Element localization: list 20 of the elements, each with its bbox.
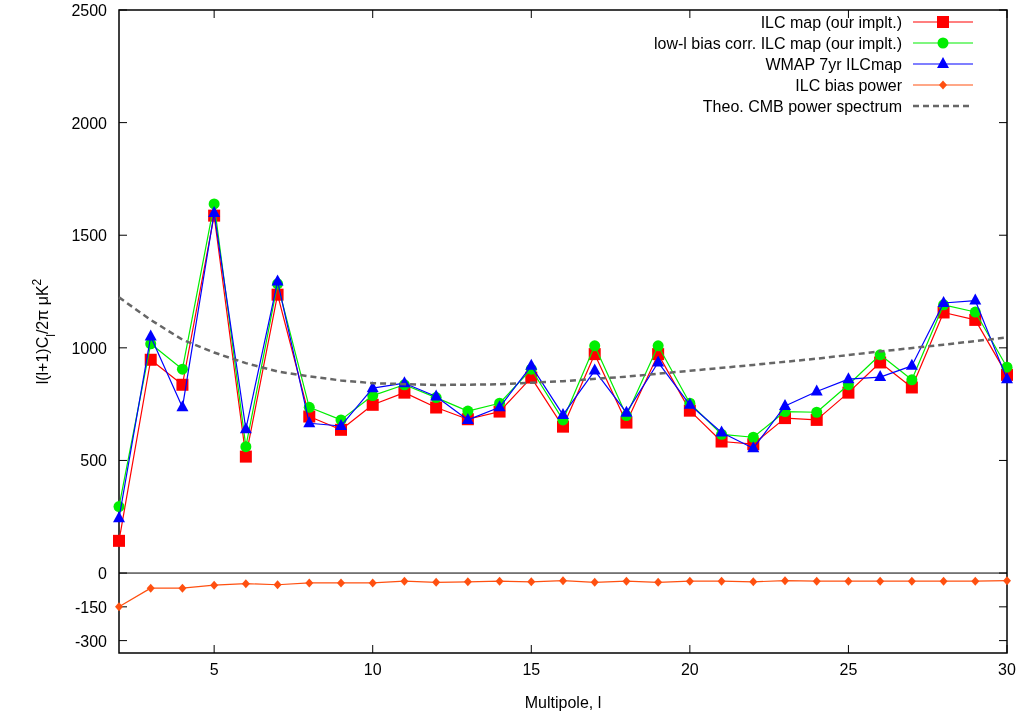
y-tick-label: -300 [74,632,108,650]
y-tick-label: 500 [80,452,108,470]
y-tick-label: 2500 [71,2,108,19]
y-tick-label: 1500 [71,227,108,245]
x-axis-title: Multipole, l [524,694,602,711]
x-tick-label: 30 [998,661,1016,678]
x-tick-label: 5 [209,661,219,678]
y-tick-label: 1000 [71,339,108,357]
x-tick-label: 25 [839,661,858,678]
legend-label: Theo. CMB power spectrum [702,98,902,115]
x-tick-label: 15 [522,661,541,678]
y-tick-label: 0 [98,565,108,583]
x-tick-label: 10 [363,661,382,678]
y-tick-label: -150 [74,598,108,616]
legend-label: WMAP 7yr ILCmap [765,56,903,73]
y-tick-label: 2000 [71,114,108,132]
legend-label: ILC bias power [795,77,903,94]
legend-label: low-l bias corr. ILC map (our implt.) [653,35,902,52]
x-tick-label: 20 [680,661,699,678]
legend-label: ILC map (our implt.) [760,14,902,31]
